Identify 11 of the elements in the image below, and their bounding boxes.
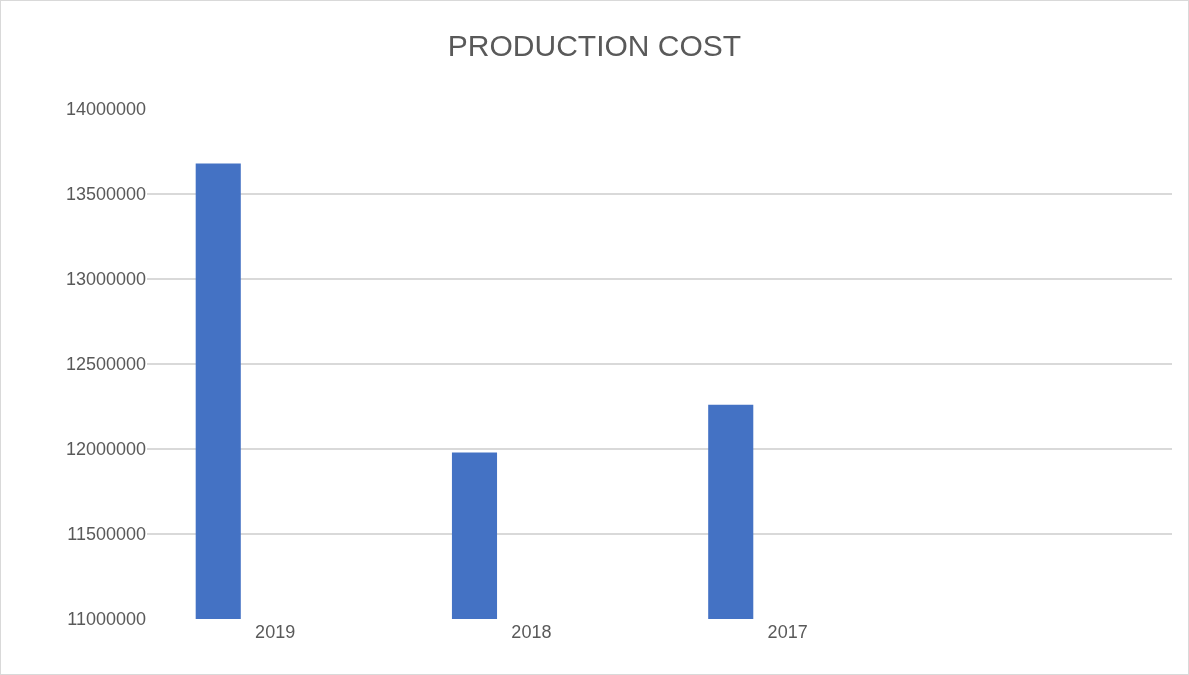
x-tick-label: 2019	[255, 622, 296, 642]
y-tick-label: 14000000	[65, 99, 146, 120]
y-tick-label: 13500000	[65, 184, 146, 205]
x-tick-label: 2018	[511, 622, 552, 642]
y-tick-label: 11500000	[67, 524, 146, 545]
y-tick-label: 12500000	[65, 354, 146, 375]
y-tick-label: 13000000	[65, 269, 146, 290]
chart-title: PRODUCTION COST	[447, 28, 742, 62]
x-tick-label: 2017	[767, 622, 808, 642]
y-tick-label: 12000000	[65, 439, 146, 460]
y-tick-label: 11000000	[67, 609, 146, 630]
